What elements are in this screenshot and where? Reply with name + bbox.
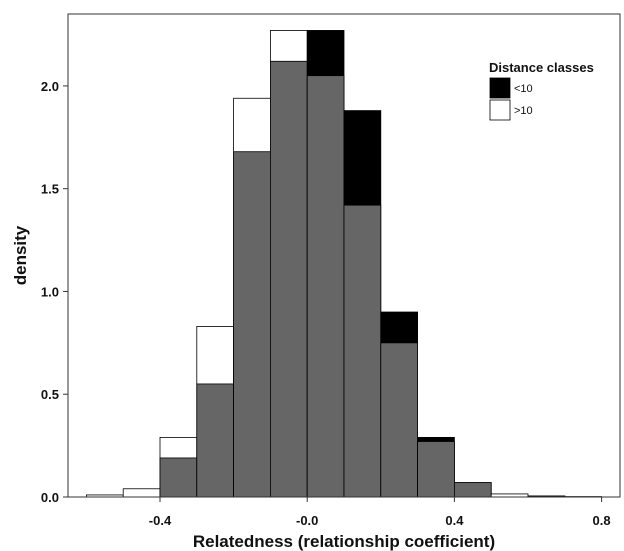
y-tick-label: 1.0	[41, 284, 59, 299]
y-tick-label: 2.0	[41, 79, 59, 94]
bar-overlap	[233, 151, 271, 498]
plot-panel-border	[67, 13, 621, 498]
bar-overlap	[343, 204, 382, 498]
x-tick-label: -0.0	[296, 513, 318, 528]
bar-overlap	[159, 457, 198, 498]
bar-overlap	[417, 441, 455, 498]
bars-layer	[86, 30, 602, 498]
bar-overlap	[269, 60, 308, 498]
y-tick-label: 0.0	[41, 490, 59, 505]
x-tick-label: 0.8	[593, 513, 611, 528]
x-tick-label: -0.4	[149, 513, 172, 528]
legend-swatch	[489, 99, 511, 121]
y-tick-label: 0.5	[41, 387, 59, 402]
bar-overlap	[453, 482, 492, 498]
bar-overlap	[380, 342, 418, 498]
legend-swatch	[489, 77, 511, 99]
bar-overlap	[306, 75, 345, 498]
legend-label: >10	[514, 105, 533, 117]
legend: Distance classes <10 >10	[489, 60, 594, 121]
x-tick-label: 0.4	[445, 513, 464, 528]
x-axis: -0.4 -0.0 0.4 0.8	[149, 497, 611, 528]
legend-label: <10	[514, 83, 533, 95]
y-axis-title: density	[11, 225, 30, 285]
legend-entries: <10 >10	[489, 77, 533, 121]
legend-title: Distance classes	[489, 60, 594, 75]
y-tick-label: 1.5	[41, 182, 59, 197]
x-axis-title: Relatedness (relationship coefficient)	[193, 532, 495, 551]
bar-gt10	[122, 488, 161, 498]
y-axis: 0.0 0.5 1.0 1.5 2.0	[41, 79, 68, 505]
bar-overlap	[196, 383, 235, 498]
